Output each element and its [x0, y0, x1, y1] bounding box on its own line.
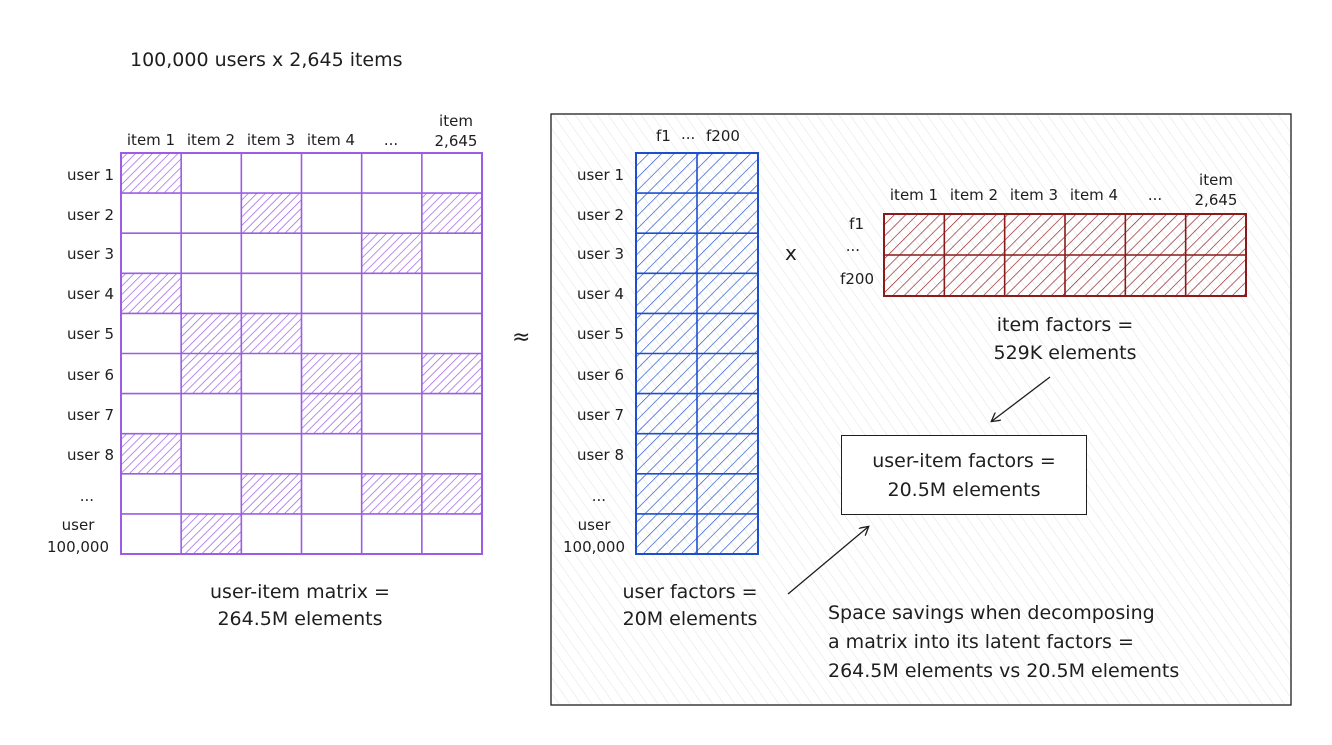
uf-row-label: user 2 [576, 206, 624, 224]
filled-cell [121, 273, 182, 314]
uf-row-label: user 5 [576, 325, 624, 343]
times-symbol: x [785, 241, 797, 265]
if-caption-line1: item factors = [996, 314, 1134, 336]
diagram-title: 100,000 users x 2,645 items [130, 49, 403, 71]
filled-cell [301, 353, 362, 394]
filled-cell [361, 233, 422, 274]
filled-cell [241, 313, 302, 354]
if-col-label: item 1 [889, 186, 939, 204]
uim-row-label: user 100,000 [46, 516, 110, 556]
filled-cell [421, 193, 482, 234]
uim-col-label: item 4 [306, 131, 356, 149]
uim-col-label: ... [383, 131, 399, 149]
arrow-item-factors-to-result [992, 376, 1051, 421]
if-row-label: f1 [849, 215, 864, 233]
filled-cell [121, 153, 182, 194]
filled-cell [241, 193, 302, 234]
uim-row-label: user 2 [66, 206, 114, 224]
if-col-label: item 4 [1069, 186, 1119, 204]
savings-note-line3: 264.5M elements vs 20.5M elements [828, 660, 1180, 682]
uim-row-label: ... [79, 487, 94, 505]
filled-cell [421, 353, 482, 394]
uf-col-label: f200 [706, 127, 740, 145]
arrow-user-factors-to-result [787, 527, 868, 595]
filled-cell [361, 473, 422, 514]
uim-row-label: user 5 [66, 325, 114, 343]
uim-col-label: item 2 [186, 131, 236, 149]
if-col-label: ... [1147, 186, 1163, 204]
filled-cell [181, 513, 242, 554]
filled-cell [421, 473, 482, 514]
uim-row-label: user 4 [66, 285, 114, 303]
if-col-label: item 2 [949, 186, 999, 204]
savings-note-line2: a matrix into its latent factors = [828, 631, 1134, 653]
filled-cell [301, 393, 362, 434]
uf-row-label: user 6 [576, 366, 624, 384]
uim-caption-line2: 264.5M elements [217, 608, 383, 630]
if-row-label: ... [845, 237, 860, 255]
result-box-line1: user-item factors = [872, 450, 1056, 472]
uim-col-label: item 1 [126, 131, 176, 149]
result-box [841, 435, 1087, 515]
uim-row-label: user 1 [66, 166, 114, 184]
item-factors-matrix [883, 213, 1247, 297]
user-factors-matrix [635, 152, 759, 555]
result-box-line2: 20.5M elements [887, 479, 1041, 501]
uim-row-label: user 6 [66, 366, 114, 384]
if-col-label: item 3 [1009, 186, 1059, 204]
savings-note-line1: Space savings when decomposing [828, 602, 1155, 624]
filled-cell [181, 353, 242, 394]
uf-col-label: ... [681, 125, 696, 143]
uf-row-label: ... [591, 487, 606, 505]
filled-cell [181, 313, 242, 354]
uim-row-label: user 7 [66, 406, 114, 424]
if-caption-line2: 529K elements [993, 342, 1137, 364]
uf-row-label: user 7 [576, 406, 624, 424]
uim-row-label: user 3 [66, 245, 114, 263]
uim-col-label: item 3 [246, 131, 296, 149]
uf-caption-line2: 20M elements [622, 608, 758, 630]
user-item-matrix [120, 152, 483, 555]
uf-row-label: user 8 [576, 446, 624, 464]
uf-row-label: user 1 [576, 166, 624, 184]
uim-row-label: user 8 [66, 446, 114, 464]
uf-row-label: user 3 [576, 245, 624, 263]
uim-caption-line1: user-item matrix = [210, 581, 390, 603]
filled-cell [241, 473, 302, 514]
uf-caption-line1: user factors = [622, 581, 758, 603]
uim-col-label: item 2,645 [434, 112, 478, 150]
if-row-label: f200 [840, 270, 874, 288]
uf-row-label: user 100,000 [562, 516, 626, 556]
approx-symbol: ≈ [512, 325, 531, 350]
uf-row-label: user 4 [576, 285, 624, 303]
if-col-label: item 2,645 [1194, 171, 1238, 209]
filled-cell [121, 433, 182, 474]
uf-col-label: f1 [656, 127, 671, 145]
